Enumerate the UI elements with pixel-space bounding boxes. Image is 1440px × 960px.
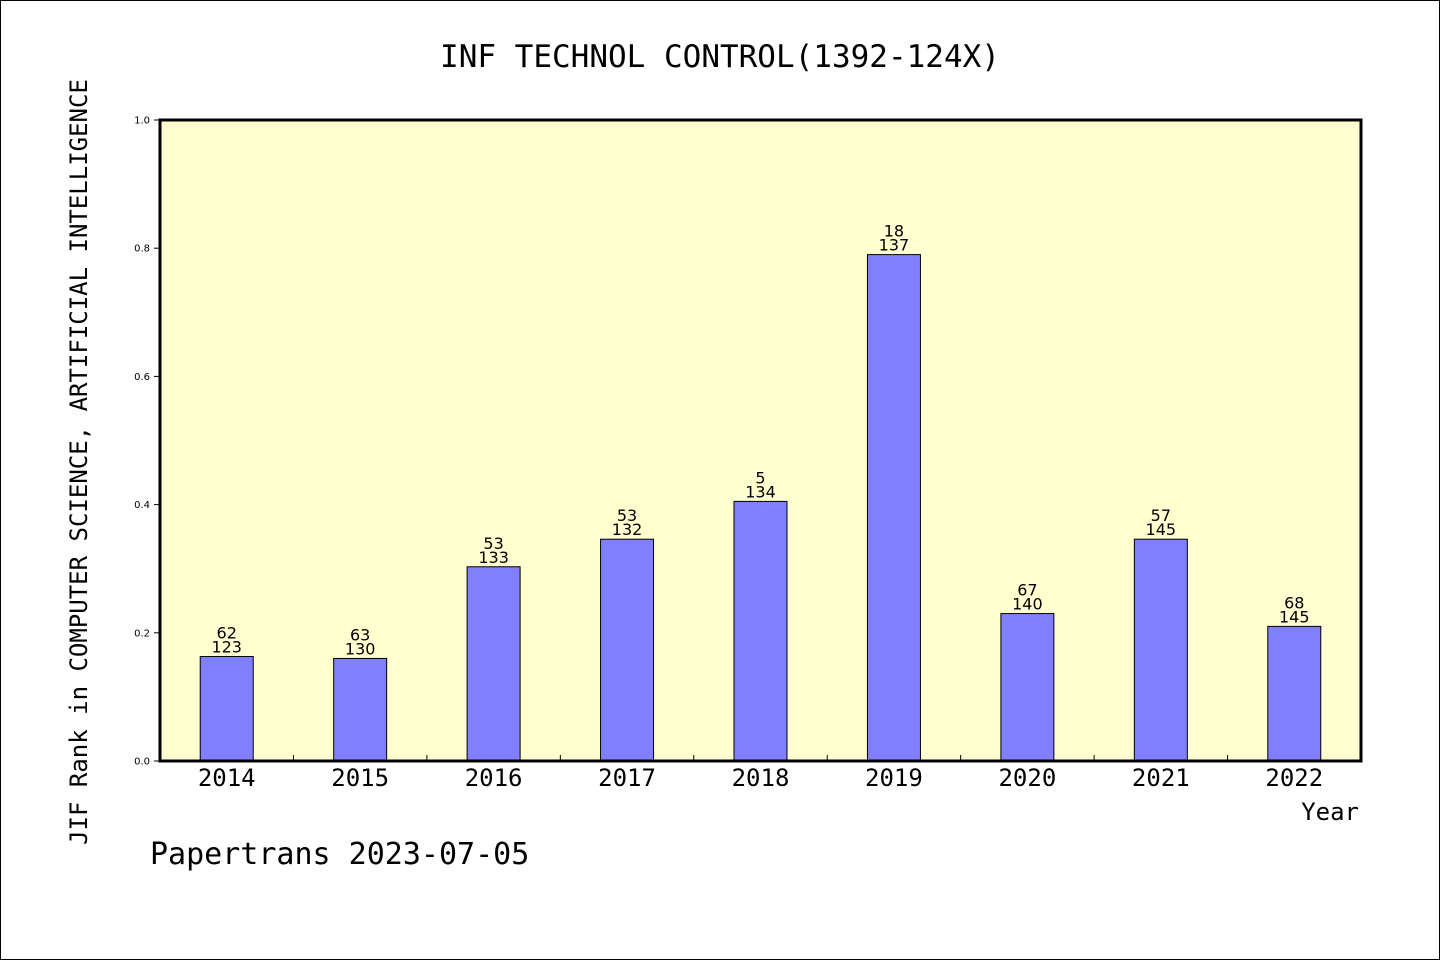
x-tick-label: 2016	[465, 764, 523, 792]
bar	[1267, 625, 1322, 762]
y-tick-label: 0.6	[134, 372, 150, 383]
bar-total-label: 130	[345, 639, 376, 658]
bar-total-label: 145	[1146, 520, 1177, 539]
bar	[866, 254, 921, 762]
bar	[1000, 613, 1055, 762]
bar-total-label: 145	[1279, 607, 1310, 626]
bar-rank-label: 67	[1017, 581, 1037, 600]
x-tick-label: 2014	[198, 764, 256, 792]
bar-rank-label: 53	[483, 534, 503, 553]
x-tick-label: 2017	[598, 764, 656, 792]
bar	[199, 656, 254, 762]
bar	[466, 566, 521, 762]
bar-rank-label: 18	[884, 222, 904, 241]
bar-total-label: 133	[478, 548, 509, 567]
bar-rank-label: 57	[1151, 506, 1171, 525]
x-tick-label: 2015	[331, 764, 389, 792]
bar-total-label: 123	[211, 638, 242, 657]
x-tick-label: 2019	[865, 764, 923, 792]
bar-total-label: 140	[1012, 595, 1043, 614]
plot-area: 0.00.20.40.60.81.06212320146313020155313…	[134, 116, 1363, 792]
bar	[733, 500, 788, 762]
x-tick-label: 2020	[998, 764, 1056, 792]
chart-title: INF TECHNOL CONTROL(1392-124X)	[440, 39, 1000, 75]
y-tick-label: 0.4	[134, 500, 150, 511]
bar-rank-label: 53	[617, 506, 637, 525]
bar-total-label: 134	[745, 482, 776, 501]
x-tick-label: 2022	[1265, 764, 1323, 792]
bar-total-label: 137	[879, 236, 910, 255]
y-tick-label: 0.8	[134, 244, 150, 255]
footer-credit: Papertrans 2023-07-05	[150, 837, 529, 872]
bar-rank-label: 68	[1284, 593, 1304, 612]
y-tick-label: 0.0	[134, 757, 150, 768]
x-tick-label: 2018	[732, 764, 790, 792]
bar-rank-label: 62	[217, 624, 237, 643]
bar-rank-label: 63	[350, 625, 370, 644]
plot-border	[158, 118, 1363, 763]
bar	[333, 657, 388, 762]
bar	[600, 538, 655, 762]
bar	[1133, 538, 1188, 762]
bar-rank-label: 5	[755, 468, 765, 487]
x-tick-label: 2021	[1132, 764, 1190, 792]
x-axis-label: Year	[1301, 798, 1359, 826]
y-tick-label: 1.0	[134, 116, 150, 127]
y-tick-label: 0.2	[134, 628, 150, 639]
bar-total-label: 132	[612, 520, 643, 539]
y-axis-label: JIF Rank in COMPUTER SCIENCE, ARTIFICIAL…	[65, 79, 93, 845]
